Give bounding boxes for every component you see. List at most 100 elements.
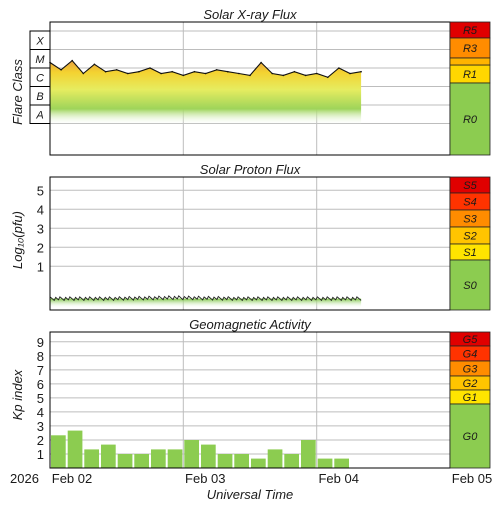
scale-label: G2	[463, 378, 478, 390]
kp-tick-label: 3	[37, 419, 44, 434]
xray-point	[115, 69, 118, 71]
xray-point	[282, 74, 285, 77]
scale-label: S4	[463, 197, 476, 209]
xray-point	[227, 70, 229, 73]
kp-tick-label: 5	[37, 391, 44, 406]
kp-bar	[217, 454, 233, 468]
xray-point	[149, 67, 151, 69]
kp-bar	[101, 444, 116, 468]
kp-tick-label: 7	[37, 363, 44, 378]
xray-flux-area	[50, 60, 362, 125]
kp-bar	[117, 454, 133, 468]
class-label-x: X	[35, 35, 44, 47]
kp-bar	[301, 440, 316, 468]
x-tick-label: Feb 05	[452, 471, 492, 486]
xray-point	[349, 72, 351, 75]
proton-series	[49, 295, 362, 308]
xray-point	[160, 72, 162, 75]
xray-point	[82, 72, 85, 75]
xray-point	[127, 72, 129, 75]
xray-point	[171, 70, 173, 73]
scale-level-r0	[449, 82, 491, 156]
scale-label: S5	[463, 180, 477, 192]
scale-label: S0	[463, 280, 477, 292]
kp-bar	[151, 449, 166, 468]
kp-ylabel: Kp index	[10, 369, 25, 420]
kp-tick-label: 1	[37, 447, 44, 462]
kp-grid	[50, 332, 450, 468]
xray-point	[215, 69, 218, 71]
xray-ylabel: Flare Class	[10, 59, 25, 125]
xray-series	[49, 59, 362, 125]
xray-point	[249, 74, 251, 77]
kp-tick-label: 8	[37, 349, 44, 364]
kp-bar	[84, 449, 99, 468]
proton-ylabel: Log₁₀(pfu)	[10, 211, 25, 269]
xray-point	[60, 69, 62, 71]
scale-label: S2	[463, 231, 476, 243]
xray-r-scale: R5 R3 R1 R0	[449, 21, 491, 156]
class-label-c: C	[36, 72, 44, 84]
scale-label: R0	[463, 114, 478, 126]
xray-point	[327, 76, 329, 79]
xray-point	[193, 70, 196, 73]
xray-point	[293, 70, 296, 73]
kp-g-scale: G5 G4 G3 G2 G1 G0	[449, 331, 491, 469]
kp-tick-label: 9	[37, 335, 44, 350]
scale-label: S1	[463, 247, 476, 259]
kp-bar	[334, 458, 349, 468]
scale-label: G4	[463, 349, 478, 361]
proton-tick-label: 3	[37, 221, 44, 236]
year-label: 2026	[10, 471, 39, 486]
proton-plot-frame	[49, 176, 451, 311]
class-label-a: A	[35, 109, 43, 121]
kp-bar	[284, 454, 299, 468]
proton-tick-label: 5	[37, 183, 44, 198]
kp-tick-label: 4	[37, 405, 44, 420]
kp-bar	[51, 435, 66, 468]
kp-bar	[67, 430, 83, 468]
scale-level-gap	[449, 57, 491, 66]
class-label-m: M	[35, 54, 45, 66]
proton-grid	[50, 177, 450, 310]
proton-title: Solar Proton Flux	[200, 162, 301, 177]
xray-point	[315, 72, 318, 75]
xray-point	[304, 74, 307, 77]
scale-level-g0	[449, 403, 491, 469]
xray-point	[71, 59, 73, 62]
x-tick-label: Feb 03	[185, 471, 225, 486]
xray-point	[338, 67, 340, 69]
kp-bar	[267, 449, 283, 468]
xray-point	[93, 63, 96, 66]
kp-title: Geomagnetic Activity	[189, 317, 312, 332]
scale-label: R3	[463, 43, 478, 55]
scale-label: R5	[463, 25, 478, 37]
xray-point	[260, 61, 262, 64]
xray-title: Solar X-ray Flux	[203, 7, 297, 22]
kp-bar	[184, 440, 199, 468]
scale-label: G5	[463, 334, 479, 346]
scale-level-s0	[449, 259, 491, 311]
proton-flux-line	[49, 295, 362, 302]
xray-point	[182, 74, 185, 77]
xray-point	[104, 70, 107, 73]
scale-label: G1	[463, 392, 478, 404]
class-label-b: B	[36, 91, 43, 103]
kp-tick-label: 6	[37, 377, 44, 392]
scale-label: G0	[463, 431, 479, 443]
proton-y-ticks: 1 2 3 4 5	[37, 183, 44, 274]
xray-point	[204, 72, 207, 75]
proton-flux-area	[50, 298, 362, 308]
kp-bar	[167, 449, 183, 468]
kp-bar	[251, 458, 266, 468]
scale-label: R1	[463, 69, 477, 81]
x-axis-title: Universal Time	[207, 487, 294, 502]
xray-point	[271, 72, 274, 75]
x-tick-label: Feb 02	[52, 471, 92, 486]
kp-panel: Geomagnetic Activity Kp index 123456789 …	[10, 317, 491, 469]
